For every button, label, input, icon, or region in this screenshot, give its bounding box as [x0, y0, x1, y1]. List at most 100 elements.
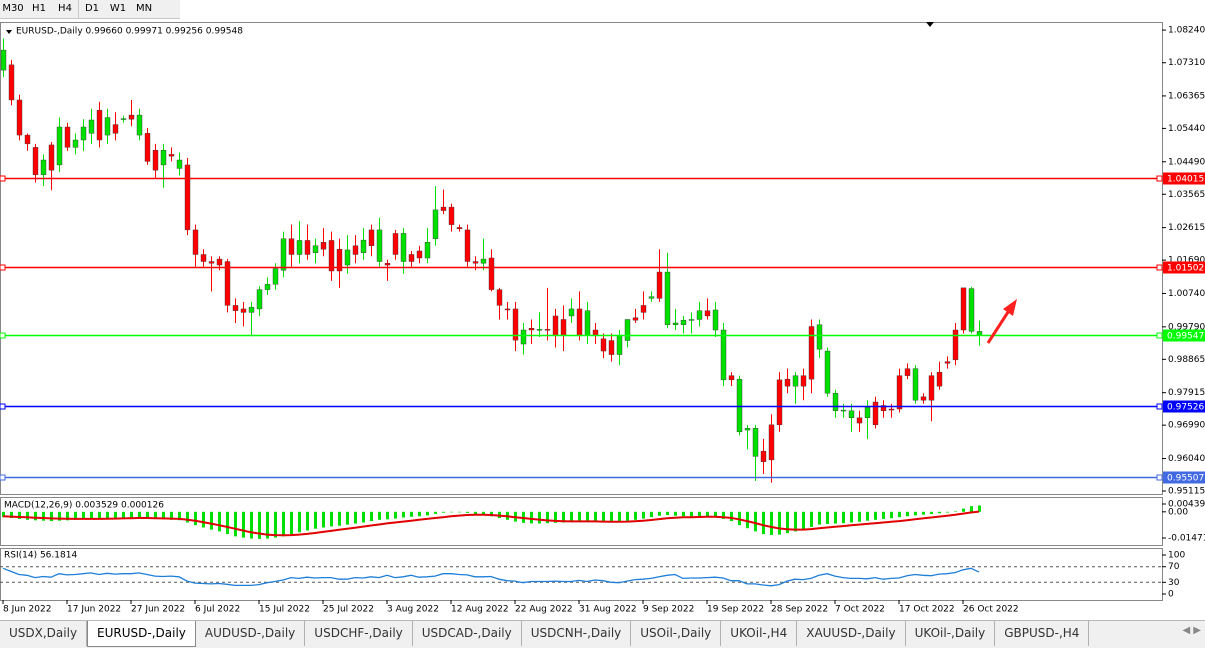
candle-body	[401, 233, 406, 261]
symbol-tab[interactable]: USDCAD-,Daily	[413, 621, 522, 646]
candle-body	[969, 289, 974, 332]
candle-body	[857, 418, 862, 423]
candle-body	[921, 397, 926, 401]
candle-body	[193, 230, 198, 255]
timeframe-button[interactable]: W1	[105, 0, 131, 18]
macd-bar	[418, 512, 421, 516]
y-tick-label: 30	[1168, 578, 1180, 588]
macd-bar	[114, 512, 117, 518]
macd-bar	[826, 512, 829, 524]
symbol-tab[interactable]: USDCHF-,Daily	[305, 621, 412, 646]
macd-bar	[586, 512, 589, 521]
candle-body	[305, 240, 310, 254]
candle-body	[249, 307, 254, 312]
candle-body	[833, 393, 838, 411]
macd-bar	[578, 512, 581, 522]
macd-bar	[346, 512, 349, 525]
macd-bar	[362, 512, 365, 523]
candle-body	[25, 135, 30, 144]
symbol-tab[interactable]: AUDUSD-,Daily	[196, 621, 305, 646]
candle-body	[689, 319, 694, 320]
rsi-title: RSI(14) 56.1814	[4, 551, 77, 561]
macd-bar	[674, 512, 677, 516]
symbol-tab[interactable]: EURUSD-,Daily	[87, 621, 196, 647]
macd-bar	[290, 512, 293, 534]
candle-body	[385, 263, 390, 265]
candle-body	[497, 290, 502, 306]
x-tick-label: 22 Aug 2022	[515, 605, 573, 615]
x-tick-label: 6 Jul 2022	[195, 605, 240, 615]
macd-bar	[682, 512, 685, 516]
macd-bar	[874, 512, 877, 520]
macd-bar	[466, 512, 469, 513]
macd-bar	[258, 512, 261, 539]
candle-body	[185, 165, 190, 230]
macd-bar	[818, 512, 821, 525]
symbol-tab[interactable]: XAUUSD-,Daily	[797, 621, 905, 646]
macd-bar	[274, 512, 277, 538]
macd-bar	[122, 512, 125, 518]
chart-title: EURUSD-,Daily 0.99660 0.99971 0.99256 0.…	[16, 27, 243, 37]
macd-bar	[890, 512, 893, 518]
macd-bar	[946, 512, 949, 513]
candle-body	[769, 425, 774, 460]
symbol-tab[interactable]: USDCNH-,Daily	[522, 621, 632, 646]
candle-body	[313, 246, 318, 253]
macd-bar	[794, 512, 797, 532]
candle-body	[961, 288, 966, 330]
candle-body	[585, 311, 590, 336]
level-handle	[0, 176, 5, 181]
candle-body	[561, 319, 566, 335]
level-label: 1.01502	[1167, 264, 1204, 274]
candle-body	[97, 110, 102, 140]
symbol-tab[interactable]: GBPUSD-,H4	[995, 621, 1089, 646]
candle-body	[529, 328, 534, 330]
y-tick-label: 0	[1168, 589, 1174, 599]
macd-bar	[130, 512, 133, 518]
candle-body	[825, 351, 830, 393]
candle-body	[321, 242, 326, 249]
candle-body	[665, 272, 670, 325]
macd-bar	[930, 512, 933, 514]
candle-body	[569, 309, 574, 316]
candle-body	[481, 259, 486, 263]
candle-body	[609, 341, 614, 355]
y-tick-label: 70	[1168, 562, 1180, 572]
level-handle	[0, 475, 5, 480]
y-tick-label: 0.96990	[1168, 421, 1205, 431]
y-tick-label: 0.97915	[1168, 388, 1205, 398]
macd-bar	[666, 512, 669, 515]
macd-bar	[538, 512, 541, 524]
candle-body	[33, 147, 38, 174]
x-tick-label: 17 Oct 2022	[899, 605, 955, 615]
timeframe-button[interactable]: M30	[0, 0, 26, 18]
macd-bar	[386, 512, 389, 519]
macd-bar	[314, 512, 317, 529]
level-handle	[1157, 176, 1162, 181]
candle-body	[393, 233, 398, 254]
macd-bar	[474, 512, 477, 514]
candle-body	[233, 305, 238, 310]
timeframe-button[interactable]: D1	[79, 0, 105, 18]
candle-body	[1, 50, 6, 70]
candle-body	[777, 380, 782, 425]
symbol-tab[interactable]: UKOil-,Daily	[906, 621, 996, 646]
timeframe-button[interactable]: MN	[131, 0, 157, 18]
y-tick-label: 1.00740	[1168, 289, 1205, 299]
tab-scroll[interactable]: ◀ ▶	[1182, 625, 1201, 636]
symbol-tab[interactable]: USOil-,Daily	[631, 621, 721, 646]
candle-body	[977, 331, 982, 335]
candle-body	[801, 376, 806, 387]
macd-bar	[282, 512, 285, 537]
candle-body	[465, 230, 470, 262]
timeframe-button[interactable]: H4	[52, 0, 79, 18]
timeframe-button[interactable]: H1	[26, 0, 52, 18]
candle-body	[361, 240, 366, 253]
candle-body	[137, 115, 142, 135]
symbol-tab[interactable]: USDX,Daily	[0, 621, 87, 646]
candle-body	[281, 239, 286, 271]
macd-bar	[634, 512, 637, 520]
candle-body	[617, 335, 622, 354]
symbol-tab[interactable]: UKOil-,H4	[721, 621, 797, 646]
y-tick-label: 1.07310	[1168, 58, 1205, 68]
